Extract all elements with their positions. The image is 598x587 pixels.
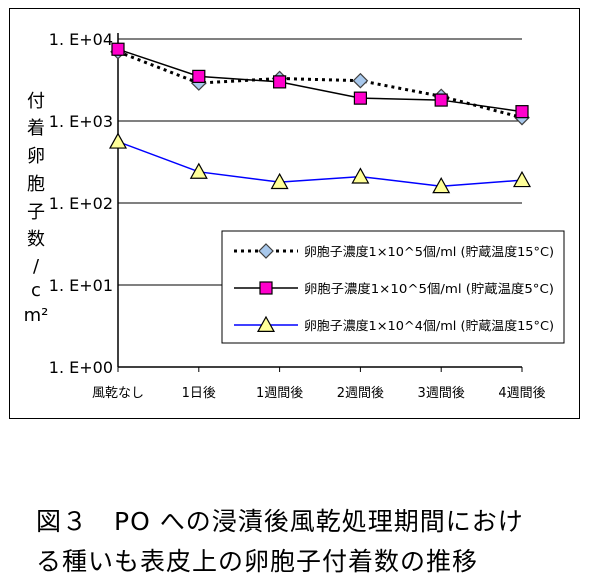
y-label-char: 子 xyxy=(27,202,45,223)
data-point-triangle xyxy=(432,177,451,194)
series-line xyxy=(117,50,523,120)
caption-line-1: 図３ PO への浸漬後風乾処理期間におけ xyxy=(36,507,524,536)
series-1 xyxy=(110,43,530,126)
x-tick-label: 2週間後 xyxy=(337,386,384,401)
x-tick-label: 1週間後 xyxy=(256,386,303,401)
x-tick-label: 1日後 xyxy=(182,386,216,401)
data-point-square xyxy=(111,42,125,56)
y-label-char: 着 xyxy=(27,118,45,139)
data-point-square xyxy=(515,105,529,119)
x-tick-label: 4週間後 xyxy=(498,386,545,401)
data-point-diamond xyxy=(352,72,369,89)
data-point-square xyxy=(353,91,367,105)
chart: 1. E+00 1. E+01 1. E+02 1. E+03 1. E+04 風乾なし… xyxy=(24,30,565,401)
y-label-char: 数 xyxy=(27,229,45,250)
legend-entry-label: 卵胞子濃度1×10^5個/ml (貯蔵温度15°C) xyxy=(304,244,554,259)
chart-frame: 1. E+00 1. E+01 1. E+02 1. E+03 1. E+04 風乾なし… xyxy=(9,8,580,419)
y-tick-label: 1. E+04 xyxy=(49,30,113,49)
data-point-square xyxy=(259,281,273,295)
y-label-char: 付 xyxy=(27,91,45,112)
x-tick-label: 3週間後 xyxy=(418,386,465,401)
x-tick-label: 風乾なし xyxy=(92,386,144,401)
y-label-char: 胞 xyxy=(27,174,45,195)
series-3 xyxy=(108,132,532,194)
data-point-square xyxy=(273,75,287,89)
y-tick-label: 1. E+02 xyxy=(49,194,113,213)
data-point-triangle xyxy=(512,170,532,188)
y-tick-label: 1. E+01 xyxy=(49,276,113,295)
y-label-char: 卵 xyxy=(27,146,45,167)
y-label-char: / xyxy=(33,256,40,277)
y-tick-label: 1. E+00 xyxy=(49,358,113,377)
y-label-char: m² xyxy=(24,305,49,326)
legend-entry-label: 卵胞子濃度1×10^4個/ml (貯蔵温度15°C) xyxy=(304,318,554,333)
caption-line-2: る種いも表皮上の卵胞子付着数の推移 xyxy=(36,547,479,576)
data-point-triangle xyxy=(270,172,289,190)
data-point-square xyxy=(434,93,448,107)
data-point-square xyxy=(192,69,206,83)
data-point-diamond xyxy=(258,243,274,259)
axes xyxy=(117,33,523,372)
data-point-triangle xyxy=(351,167,370,184)
legend-entry-label: 卵胞子濃度1×10^5個/ml (貯蔵温度5°C) xyxy=(304,281,554,296)
data-point-triangle xyxy=(108,132,128,149)
legend: 卵胞子濃度1×10^5個/ml (貯蔵温度15°C) 卵胞子濃度1×10^5個/m… xyxy=(221,230,565,344)
series-line xyxy=(117,140,523,188)
y-tick-label: 1. E+03 xyxy=(49,112,113,131)
series-2 xyxy=(111,42,529,119)
data-point-triangle xyxy=(256,315,276,332)
y-tick-labels: 1. E+00 1. E+01 1. E+02 1. E+03 1. E+04 xyxy=(49,30,113,377)
series-line xyxy=(117,48,523,113)
data-point-triangle xyxy=(189,162,208,179)
series xyxy=(108,42,532,194)
y-label-char: c xyxy=(31,280,41,301)
x-tick-labels: 風乾なし 1日後 1週間後 2週間後 3週間後 4週間後 xyxy=(92,386,546,401)
